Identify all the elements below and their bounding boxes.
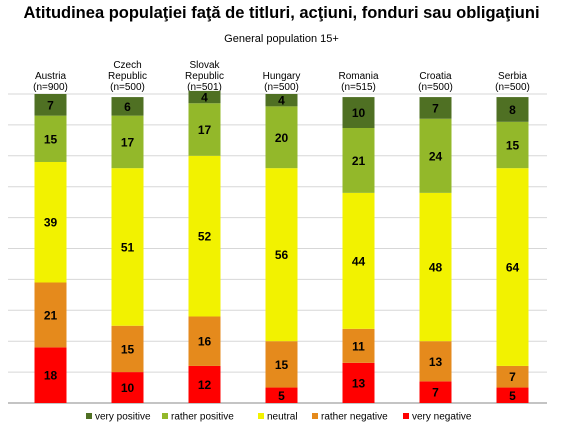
bar-segment-very-negative-hungary xyxy=(265,387,298,403)
bar-segment-rather-positive-hungary xyxy=(265,106,298,169)
data-label-rather-positive-austria: 15 xyxy=(44,132,58,146)
data-label-rather-negative-austria: 21 xyxy=(44,308,58,322)
data-label-very-negative-croatia: 7 xyxy=(432,386,439,400)
category-label-serbia: Serbia xyxy=(498,71,527,82)
bar-segment-neutral-czech xyxy=(111,168,144,326)
data-label-neutral-czech: 51 xyxy=(121,240,135,254)
data-label-neutral-romania: 44 xyxy=(352,254,366,268)
bar-segment-rather-negative-czech xyxy=(111,325,144,373)
data-label-rather-negative-serbia: 7 xyxy=(509,370,516,384)
category-label-serbia: (n=500) xyxy=(495,82,530,93)
bar-segment-rather-positive-croatia xyxy=(419,118,452,193)
bar-segment-rather-negative-slovak xyxy=(188,316,221,366)
bar-segment-rather-positive-romania xyxy=(342,127,375,193)
data-label-neutral-austria: 39 xyxy=(44,216,58,230)
bar-segment-rather-positive-slovak xyxy=(188,103,221,156)
data-label-very-positive-austria: 7 xyxy=(47,98,54,112)
data-label-very-negative-hungary: 5 xyxy=(278,389,285,403)
data-label-very-positive-romania: 10 xyxy=(352,106,366,120)
data-label-rather-positive-hungary: 20 xyxy=(275,131,289,145)
bar-segment-rather-negative-hungary xyxy=(265,341,298,388)
category-label-romania: (n=515) xyxy=(341,82,376,93)
category-label-romania: Romania xyxy=(338,71,378,82)
data-label-very-positive-slovak: 4 xyxy=(201,91,208,105)
bar-segment-very-positive-romania xyxy=(342,97,375,128)
category-label-czech: Czech xyxy=(113,60,141,71)
data-label-rather-positive-croatia: 24 xyxy=(429,149,443,163)
bar-segment-neutral-hungary xyxy=(265,168,298,342)
bar-segment-very-positive-serbia xyxy=(496,97,529,122)
category-label-croatia: Croatia xyxy=(419,71,452,82)
category-label-hungary: (n=500) xyxy=(264,82,299,93)
legend-swatch-rather-positive xyxy=(162,413,168,419)
data-label-rather-negative-romania: 11 xyxy=(352,339,365,353)
bar-segment-very-positive-austria xyxy=(34,94,67,116)
bar-segment-rather-positive-czech xyxy=(111,115,144,169)
legend-swatch-neutral xyxy=(258,413,264,419)
category-label-slovak: Republic xyxy=(185,71,224,82)
bar-segment-very-negative-croatia xyxy=(419,381,452,403)
bar-segment-rather-negative-croatia xyxy=(419,341,452,382)
legend-label-rather-negative: rather negative xyxy=(321,412,388,423)
bar-segment-rather-negative-serbia xyxy=(496,365,529,388)
data-label-very-negative-slovak: 12 xyxy=(198,378,212,392)
data-label-rather-positive-czech: 17 xyxy=(121,135,135,149)
bar-segment-neutral-slovak xyxy=(188,155,221,317)
data-label-neutral-slovak: 52 xyxy=(198,230,212,244)
data-label-very-negative-czech: 10 xyxy=(121,381,135,395)
data-label-very-positive-serbia: 8 xyxy=(509,103,516,117)
bar-segment-rather-negative-romania xyxy=(342,328,375,363)
legend-label-neutral: neutral xyxy=(267,412,298,423)
category-label-czech: Republic xyxy=(108,71,147,82)
data-label-rather-negative-hungary: 15 xyxy=(275,358,289,372)
bar-segment-neutral-croatia xyxy=(419,192,452,342)
data-label-rather-negative-croatia: 13 xyxy=(429,355,443,369)
data-label-rather-negative-czech: 15 xyxy=(121,342,135,356)
bar-segment-very-positive-hungary xyxy=(265,94,298,107)
bar-segment-rather-positive-serbia xyxy=(496,121,529,169)
data-label-very-negative-serbia: 5 xyxy=(509,389,516,403)
bar-segment-very-negative-serbia xyxy=(496,387,529,403)
data-label-rather-negative-slovak: 16 xyxy=(198,335,212,349)
bar-segment-neutral-austria xyxy=(34,161,67,283)
category-label-hungary: Hungary xyxy=(263,71,301,82)
chart-title: Atitudinea populaţiei faţă de titluri, a… xyxy=(23,4,540,22)
data-label-very-positive-czech: 6 xyxy=(124,100,131,114)
legend-label-very-positive: very positive xyxy=(95,412,151,423)
data-label-very-negative-austria: 18 xyxy=(44,369,58,383)
data-label-rather-positive-romania: 21 xyxy=(352,154,366,168)
legend-swatch-very-negative xyxy=(403,413,409,419)
category-label-austria: (n=900) xyxy=(33,82,68,93)
data-label-neutral-serbia: 64 xyxy=(506,261,520,275)
data-label-rather-positive-serbia: 15 xyxy=(506,138,520,152)
bar-segment-neutral-romania xyxy=(342,192,375,329)
data-label-very-positive-hungary: 4 xyxy=(278,94,285,108)
data-label-very-positive-croatia: 7 xyxy=(432,101,439,115)
bar-segment-very-positive-slovak xyxy=(188,90,221,104)
bar-segment-rather-negative-austria xyxy=(34,282,67,348)
data-label-neutral-hungary: 56 xyxy=(275,248,289,262)
bar-segment-very-positive-croatia xyxy=(419,97,452,119)
bar-segment-neutral-serbia xyxy=(496,168,529,366)
data-label-very-negative-romania: 13 xyxy=(352,376,366,390)
bar-segment-very-negative-romania xyxy=(342,362,375,403)
bar-segment-very-negative-austria xyxy=(34,347,67,403)
bar-segment-very-positive-czech xyxy=(111,97,144,116)
bar-segment-very-negative-czech xyxy=(111,372,144,403)
bar-segment-very-negative-slovak xyxy=(188,365,221,403)
category-label-austria: Austria xyxy=(35,71,67,82)
chart-subtitle: General population 15+ xyxy=(224,33,339,45)
legend-swatch-very-positive xyxy=(86,413,92,419)
data-label-rather-positive-slovak: 17 xyxy=(198,123,212,137)
legend-label-very-negative: very negative xyxy=(412,412,472,423)
bar-segment-rather-positive-austria xyxy=(34,115,67,162)
category-label-croatia: (n=500) xyxy=(418,82,453,93)
legend-label-rather-positive: rather positive xyxy=(171,412,234,423)
category-label-slovak: Slovak xyxy=(189,60,220,71)
category-label-slovak: (n=501) xyxy=(187,82,222,93)
category-label-czech: (n=500) xyxy=(110,82,145,93)
data-label-neutral-croatia: 48 xyxy=(429,261,443,275)
legend-swatch-rather-negative xyxy=(312,413,318,419)
